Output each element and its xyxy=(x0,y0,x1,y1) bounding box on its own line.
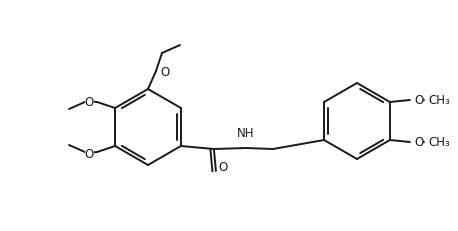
Text: CH₃: CH₃ xyxy=(428,94,450,107)
Text: CH₃: CH₃ xyxy=(428,136,450,149)
Text: O: O xyxy=(414,94,423,107)
Text: O: O xyxy=(218,161,228,174)
Text: O: O xyxy=(85,95,94,108)
Text: NH: NH xyxy=(237,126,255,139)
Text: O: O xyxy=(414,136,423,149)
Text: O: O xyxy=(160,65,169,78)
Text: O: O xyxy=(85,147,94,160)
